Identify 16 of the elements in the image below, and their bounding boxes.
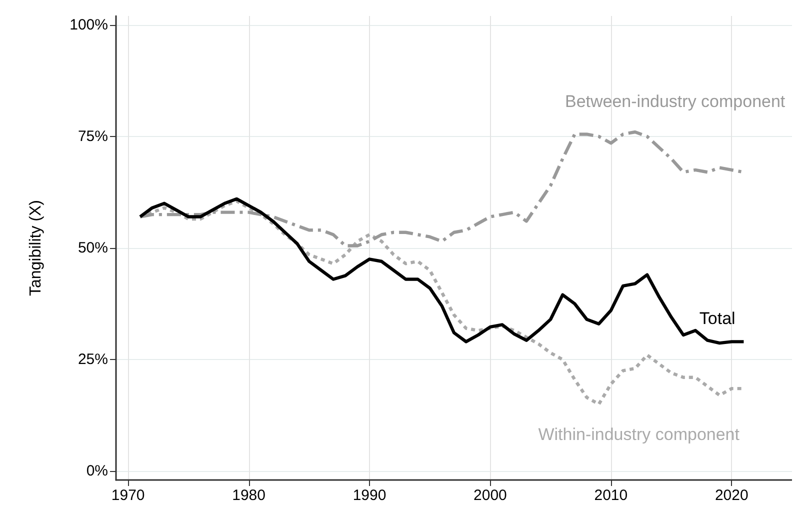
y-tick-label: 100% <box>70 16 108 34</box>
text: Within-industry component <box>538 425 740 444</box>
x-tick-label: 1990 <box>352 487 386 504</box>
x-tick-label: 2020 <box>714 487 748 504</box>
x-tick-label: 2010 <box>594 487 628 504</box>
y-tick-label: 75% <box>78 128 108 145</box>
x-tick-label: 2000 <box>474 487 507 504</box>
series-label: Total <box>699 309 736 328</box>
y-tick-label: 25% <box>78 351 108 368</box>
x-tick-label: 1970 <box>111 487 145 504</box>
series-label: Between-industry component <box>564 92 786 111</box>
y-axis-title: Tangibility (X) <box>28 200 44 296</box>
x-tick-label: 1980 <box>232 487 266 504</box>
line-series <box>138 197 746 345</box>
y-tick-label: 0% <box>86 462 108 480</box>
y-tick-label: 50% <box>78 240 108 256</box>
